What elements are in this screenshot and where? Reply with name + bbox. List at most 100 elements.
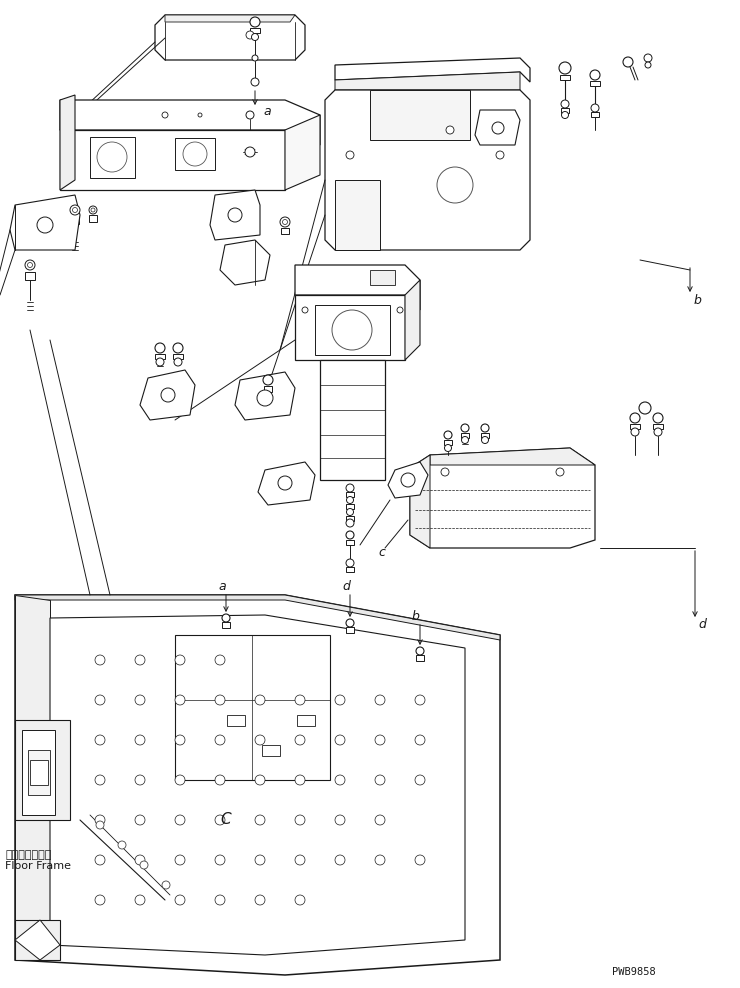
Circle shape [95, 655, 105, 665]
Circle shape [215, 695, 225, 705]
Polygon shape [235, 372, 295, 420]
Circle shape [250, 17, 260, 27]
Bar [262, 745, 280, 756]
Circle shape [135, 815, 145, 825]
Polygon shape [220, 240, 270, 285]
Polygon shape [430, 448, 595, 465]
Circle shape [444, 431, 452, 439]
Polygon shape [295, 295, 405, 360]
Circle shape [246, 31, 254, 39]
Polygon shape [15, 595, 50, 960]
Circle shape [375, 695, 385, 705]
Text: a: a [218, 581, 226, 594]
Circle shape [346, 509, 354, 516]
Polygon shape [15, 595, 500, 975]
Circle shape [346, 497, 354, 504]
Circle shape [135, 655, 145, 665]
Circle shape [445, 445, 451, 452]
Circle shape [215, 775, 225, 785]
Circle shape [175, 815, 185, 825]
Polygon shape [258, 462, 315, 505]
Circle shape [335, 815, 345, 825]
Circle shape [346, 559, 354, 567]
Circle shape [95, 775, 105, 785]
Circle shape [198, 113, 202, 117]
Circle shape [245, 147, 255, 157]
Circle shape [335, 735, 345, 745]
Bar [444, 440, 452, 445]
Polygon shape [335, 72, 520, 90]
Circle shape [335, 695, 345, 705]
Circle shape [415, 775, 425, 785]
Polygon shape [335, 180, 380, 250]
Circle shape [335, 775, 345, 785]
Circle shape [91, 208, 95, 212]
Circle shape [375, 815, 385, 825]
Circle shape [332, 310, 372, 350]
Circle shape [375, 735, 385, 745]
Circle shape [375, 775, 385, 785]
Text: C: C [220, 812, 231, 828]
Circle shape [415, 735, 425, 745]
Bar [630, 424, 640, 429]
Polygon shape [15, 720, 70, 820]
Circle shape [639, 402, 651, 414]
Circle shape [215, 895, 225, 905]
Circle shape [255, 775, 265, 785]
Polygon shape [15, 595, 500, 640]
Circle shape [346, 519, 354, 527]
Polygon shape [295, 265, 420, 310]
Circle shape [162, 881, 170, 889]
Circle shape [135, 695, 145, 705]
Circle shape [252, 34, 258, 41]
Bar [591, 112, 599, 117]
Circle shape [175, 655, 185, 665]
Circle shape [654, 428, 662, 436]
Circle shape [162, 112, 168, 118]
Text: a: a [263, 106, 271, 119]
Circle shape [653, 413, 663, 423]
Circle shape [591, 104, 599, 112]
Circle shape [441, 468, 449, 476]
Circle shape [183, 142, 207, 166]
Circle shape [255, 895, 265, 905]
Circle shape [175, 695, 185, 705]
Circle shape [215, 655, 225, 665]
Circle shape [482, 437, 488, 444]
Polygon shape [175, 138, 215, 170]
Polygon shape [335, 58, 530, 82]
Circle shape [27, 263, 33, 268]
Polygon shape [388, 462, 428, 498]
Circle shape [135, 855, 145, 865]
Bar [346, 567, 354, 572]
Circle shape [401, 473, 415, 487]
Circle shape [175, 735, 185, 745]
Polygon shape [155, 15, 305, 60]
Polygon shape [475, 110, 520, 145]
Circle shape [295, 695, 305, 705]
Bar [346, 504, 354, 509]
Bar [561, 108, 569, 113]
Text: PWB9858: PWB9858 [612, 967, 656, 977]
Text: c: c [378, 545, 385, 558]
Circle shape [96, 821, 104, 829]
Circle shape [95, 815, 105, 825]
Polygon shape [15, 920, 60, 960]
Circle shape [346, 619, 354, 627]
Circle shape [346, 151, 354, 159]
Circle shape [375, 855, 385, 865]
Circle shape [255, 735, 265, 745]
Circle shape [255, 695, 265, 705]
Bar [346, 516, 354, 521]
Circle shape [118, 841, 126, 849]
Circle shape [461, 424, 469, 432]
Bar [346, 540, 354, 545]
Bar [370, 270, 395, 285]
Polygon shape [22, 730, 55, 815]
Circle shape [295, 895, 305, 905]
Bar [89, 215, 97, 222]
Text: d: d [342, 581, 350, 594]
Circle shape [295, 815, 305, 825]
Polygon shape [10, 195, 80, 250]
Polygon shape [140, 370, 195, 420]
